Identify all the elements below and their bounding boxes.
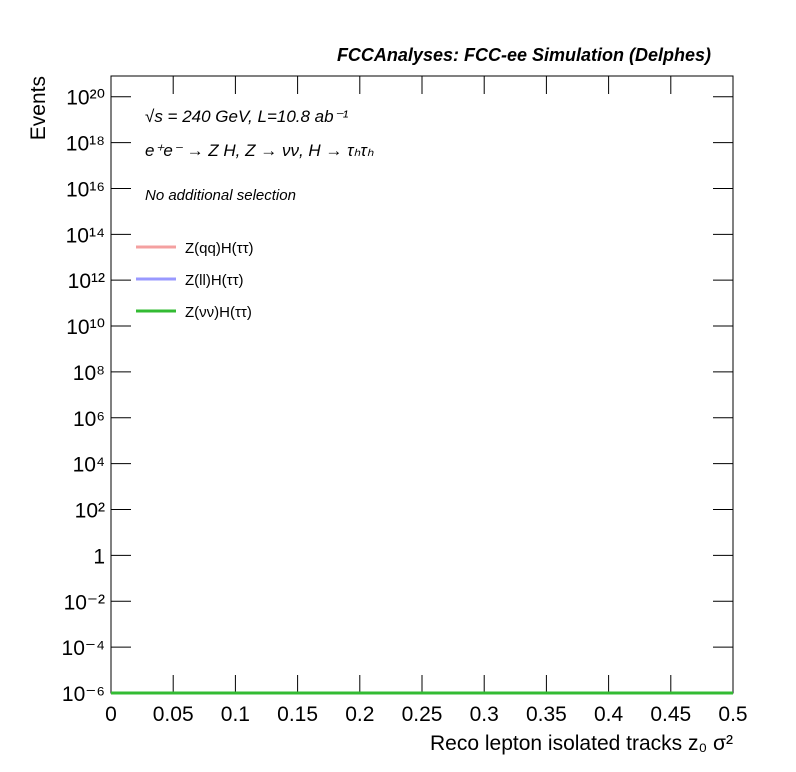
y-tick-label: 10⁸ (73, 362, 105, 385)
annotation: √s = 240 GeV, L=10.8 ab⁻¹ (145, 107, 349, 126)
x-tick-label: 0.1 (221, 703, 250, 726)
x-tick-label: 0.25 (402, 703, 443, 726)
y-tick-label: 10¹⁴ (66, 224, 105, 247)
y-tick-label: 10⁶ (73, 408, 105, 431)
annotation: No additional selection (145, 187, 296, 204)
y-tick-label: 10⁻⁴ (62, 637, 105, 660)
x-tick-label: 0.45 (650, 703, 691, 726)
y-axis-label: Events (27, 76, 50, 140)
y-tick-label: 1 (93, 545, 105, 568)
legend-label: Z(ll)H(ττ) (185, 272, 244, 289)
chart-title: FCCAnalyses: FCC-ee Simulation (Delphes) (337, 45, 711, 65)
x-tick-label: 0.15 (277, 703, 318, 726)
y-tick-label: 10⁴ (73, 454, 105, 477)
x-tick-label: 0.4 (594, 703, 624, 726)
legend-label: Z(νν)H(ττ) (185, 304, 252, 321)
x-tick-label: 0.3 (470, 703, 499, 726)
x-tick-label: 0.5 (718, 703, 747, 726)
x-tick-label: 0.05 (153, 703, 194, 726)
y-tick-label: 10¹⁰ (66, 316, 105, 339)
y-tick-label: 10² (75, 500, 105, 523)
y-tick-label: 10²⁰ (66, 87, 105, 110)
x-tick-label: 0.2 (345, 703, 374, 726)
x-axis-label: Reco lepton isolated tracks z₀ σ² (430, 732, 733, 755)
y-tick-label: 10⁻² (64, 591, 105, 614)
y-tick-label: 10¹⁶ (66, 178, 105, 201)
x-tick-label: 0 (105, 703, 117, 726)
y-tick-label: 10¹² (68, 270, 105, 293)
y-tick-label: 10¹⁸ (66, 133, 105, 156)
y-tick-label: 10⁻⁶ (62, 683, 105, 706)
legend-label: Z(qq)H(ττ) (185, 240, 254, 257)
annotation: e⁺e⁻ → Z H, Z → νν, H → τₕτₕ (145, 141, 374, 160)
x-tick-label: 0.35 (526, 703, 567, 726)
